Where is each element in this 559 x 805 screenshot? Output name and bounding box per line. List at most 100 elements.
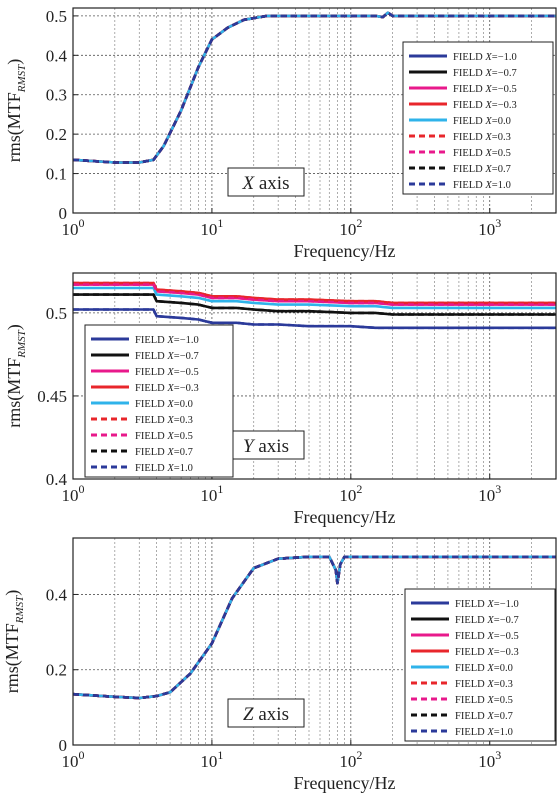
legend-label-var: X — [486, 695, 494, 706]
y-label-close: ) — [4, 324, 25, 330]
x-tick-label: 101 — [200, 216, 223, 239]
plot-frame — [72, 537, 557, 746]
legend-label-var: X — [484, 132, 492, 143]
y-label-subscript: RMST — [14, 595, 26, 624]
x-tick-exponent: 2 — [356, 748, 362, 762]
legend: FIELD X=−1.0 FIELD X=−0.7 FIELD X=−0.5 FIEL… — [402, 41, 554, 195]
legend-label-var: X — [484, 164, 492, 175]
legend: FIELD X=−1.0 FIELD X=−0.7 FIELD X=−0.5 FIEL… — [84, 324, 234, 478]
chart-panel-3: 100 101 102 10300.20.4Frequency/Hzrms(MTFRM… — [2, 537, 557, 793]
chart-panel-2: 100 101 102 1030.40.450.5Frequency/Hzrms(MT… — [4, 272, 557, 527]
series-line — [73, 286, 556, 310]
legend-label: FIELD X=0.0 — [135, 399, 193, 410]
x-tick-exponent: 0 — [79, 216, 85, 230]
legend-label-var: X — [486, 615, 494, 626]
series-line — [73, 308, 556, 330]
legend-label-var: X — [166, 463, 174, 474]
x-tick-label: 103 — [478, 216, 501, 239]
legend-label-var: X — [166, 383, 174, 394]
legend-label-var: X — [486, 599, 494, 610]
legend-label-var: X — [484, 52, 492, 63]
legend-label: FIELD X=0.7 — [453, 164, 511, 175]
x-tick-label: 102 — [339, 482, 362, 505]
legend-label-var: X — [486, 711, 494, 722]
x-tick-exponent: 2 — [356, 482, 362, 496]
y-axis-label: rms(MTFRMST) — [4, 59, 28, 163]
x-tick-label: 102 — [339, 748, 362, 771]
series-line — [73, 293, 556, 316]
legend-label: FIELD X=0.0 — [453, 116, 511, 127]
legend-label: FIELD X=0.3 — [135, 415, 193, 426]
annotation-box — [227, 698, 305, 728]
y-tick-label: 0.2 — [46, 125, 67, 144]
y-tick-label: 0.4 — [46, 46, 68, 65]
y-label-close: ) — [4, 59, 25, 65]
annotation-axis-letter: X — [242, 173, 256, 194]
legend-label-var: X — [166, 431, 174, 442]
legend-label-var: X — [484, 68, 492, 79]
legend-label: FIELD X=0.5 — [135, 431, 193, 442]
x-tick-exponent: 0 — [79, 482, 85, 496]
legend-label: FIELD X=0.7 — [455, 711, 513, 722]
legend-label-var: X — [166, 415, 174, 426]
annotation-axis-letter: Y — [243, 436, 256, 457]
legend-label: FIELD X=−0.3 — [453, 100, 517, 111]
legend-box — [404, 588, 556, 742]
legend-label: FIELD X=−1.0 — [453, 52, 517, 63]
plot-frame — [72, 272, 557, 480]
y-label-subscript: RMST — [16, 329, 28, 358]
legend-label-var: X — [484, 84, 492, 95]
series-line — [72, 11, 556, 164]
legend-label-var: X — [486, 727, 494, 738]
y-tick-label: 0.5 — [46, 7, 67, 26]
series-line — [72, 555, 556, 700]
legend-label: FIELD X=0.0 — [455, 663, 513, 674]
x-tick-exponent: 1 — [217, 482, 223, 496]
legend: FIELD X=−1.0 FIELD X=−0.7 FIELD X=−0.5 FIEL… — [404, 588, 556, 742]
y-label-close: ) — [2, 590, 23, 596]
legend-label: FIELD X=0.7 — [135, 447, 193, 458]
y-tick-label: 0.45 — [37, 387, 67, 406]
legend-label: FIELD X=1.0 — [135, 463, 193, 474]
series-group — [73, 281, 556, 330]
axis-annotation: X axis — [227, 167, 305, 197]
series-group — [72, 11, 556, 164]
legend-label: FIELD X=1.0 — [455, 727, 513, 738]
x-tick-exponent: 1 — [217, 748, 223, 762]
legend-label-var: X — [166, 335, 174, 346]
x-tick-label: 103 — [478, 748, 501, 771]
legend-label: FIELD X=−0.7 — [453, 68, 517, 79]
y-tick-label: 0.4 — [46, 470, 68, 489]
legend-label: FIELD X=0.3 — [455, 679, 513, 690]
y-label-subscript: RMST — [16, 64, 28, 93]
x-tick-exponent: 1 — [217, 216, 223, 230]
x-tick-exponent: 2 — [356, 216, 362, 230]
y-axis-label: rms(MTFRMST) — [4, 324, 28, 428]
legend-box — [84, 324, 234, 478]
x-tick-exponent: 0 — [79, 748, 85, 762]
legend-box — [402, 41, 554, 195]
legend-label-var: X — [166, 447, 174, 458]
legend-label: FIELD X=−0.3 — [135, 383, 199, 394]
x-tick-label: 101 — [200, 748, 223, 771]
annotation-box — [227, 430, 305, 460]
legend-label: FIELD X=−0.7 — [135, 351, 199, 362]
y-tick-label: 0.1 — [46, 165, 67, 184]
legend-label-var: X — [166, 351, 174, 362]
x-tick-label: 101 — [200, 482, 223, 505]
legend-label-var: X — [486, 663, 494, 674]
legend-label: FIELD X=−0.3 — [455, 647, 519, 658]
legend-label-var: X — [484, 116, 492, 127]
annotation-axis-letter: Z — [243, 704, 254, 725]
x-axis-label: Frequency/Hz — [294, 773, 396, 793]
x-tick-label: 102 — [339, 216, 362, 239]
series-group — [72, 555, 556, 700]
x-tick-exponent: 3 — [495, 482, 501, 496]
chart-panel-1: 100 101 102 10300.10.20.30.40.5Frequency/Hz… — [4, 7, 557, 261]
legend-label: FIELD X=−0.7 — [455, 615, 519, 626]
x-tick-exponent: 3 — [495, 748, 501, 762]
y-tick-label: 0.5 — [46, 304, 67, 323]
legend-label: FIELD X=0.5 — [455, 695, 513, 706]
